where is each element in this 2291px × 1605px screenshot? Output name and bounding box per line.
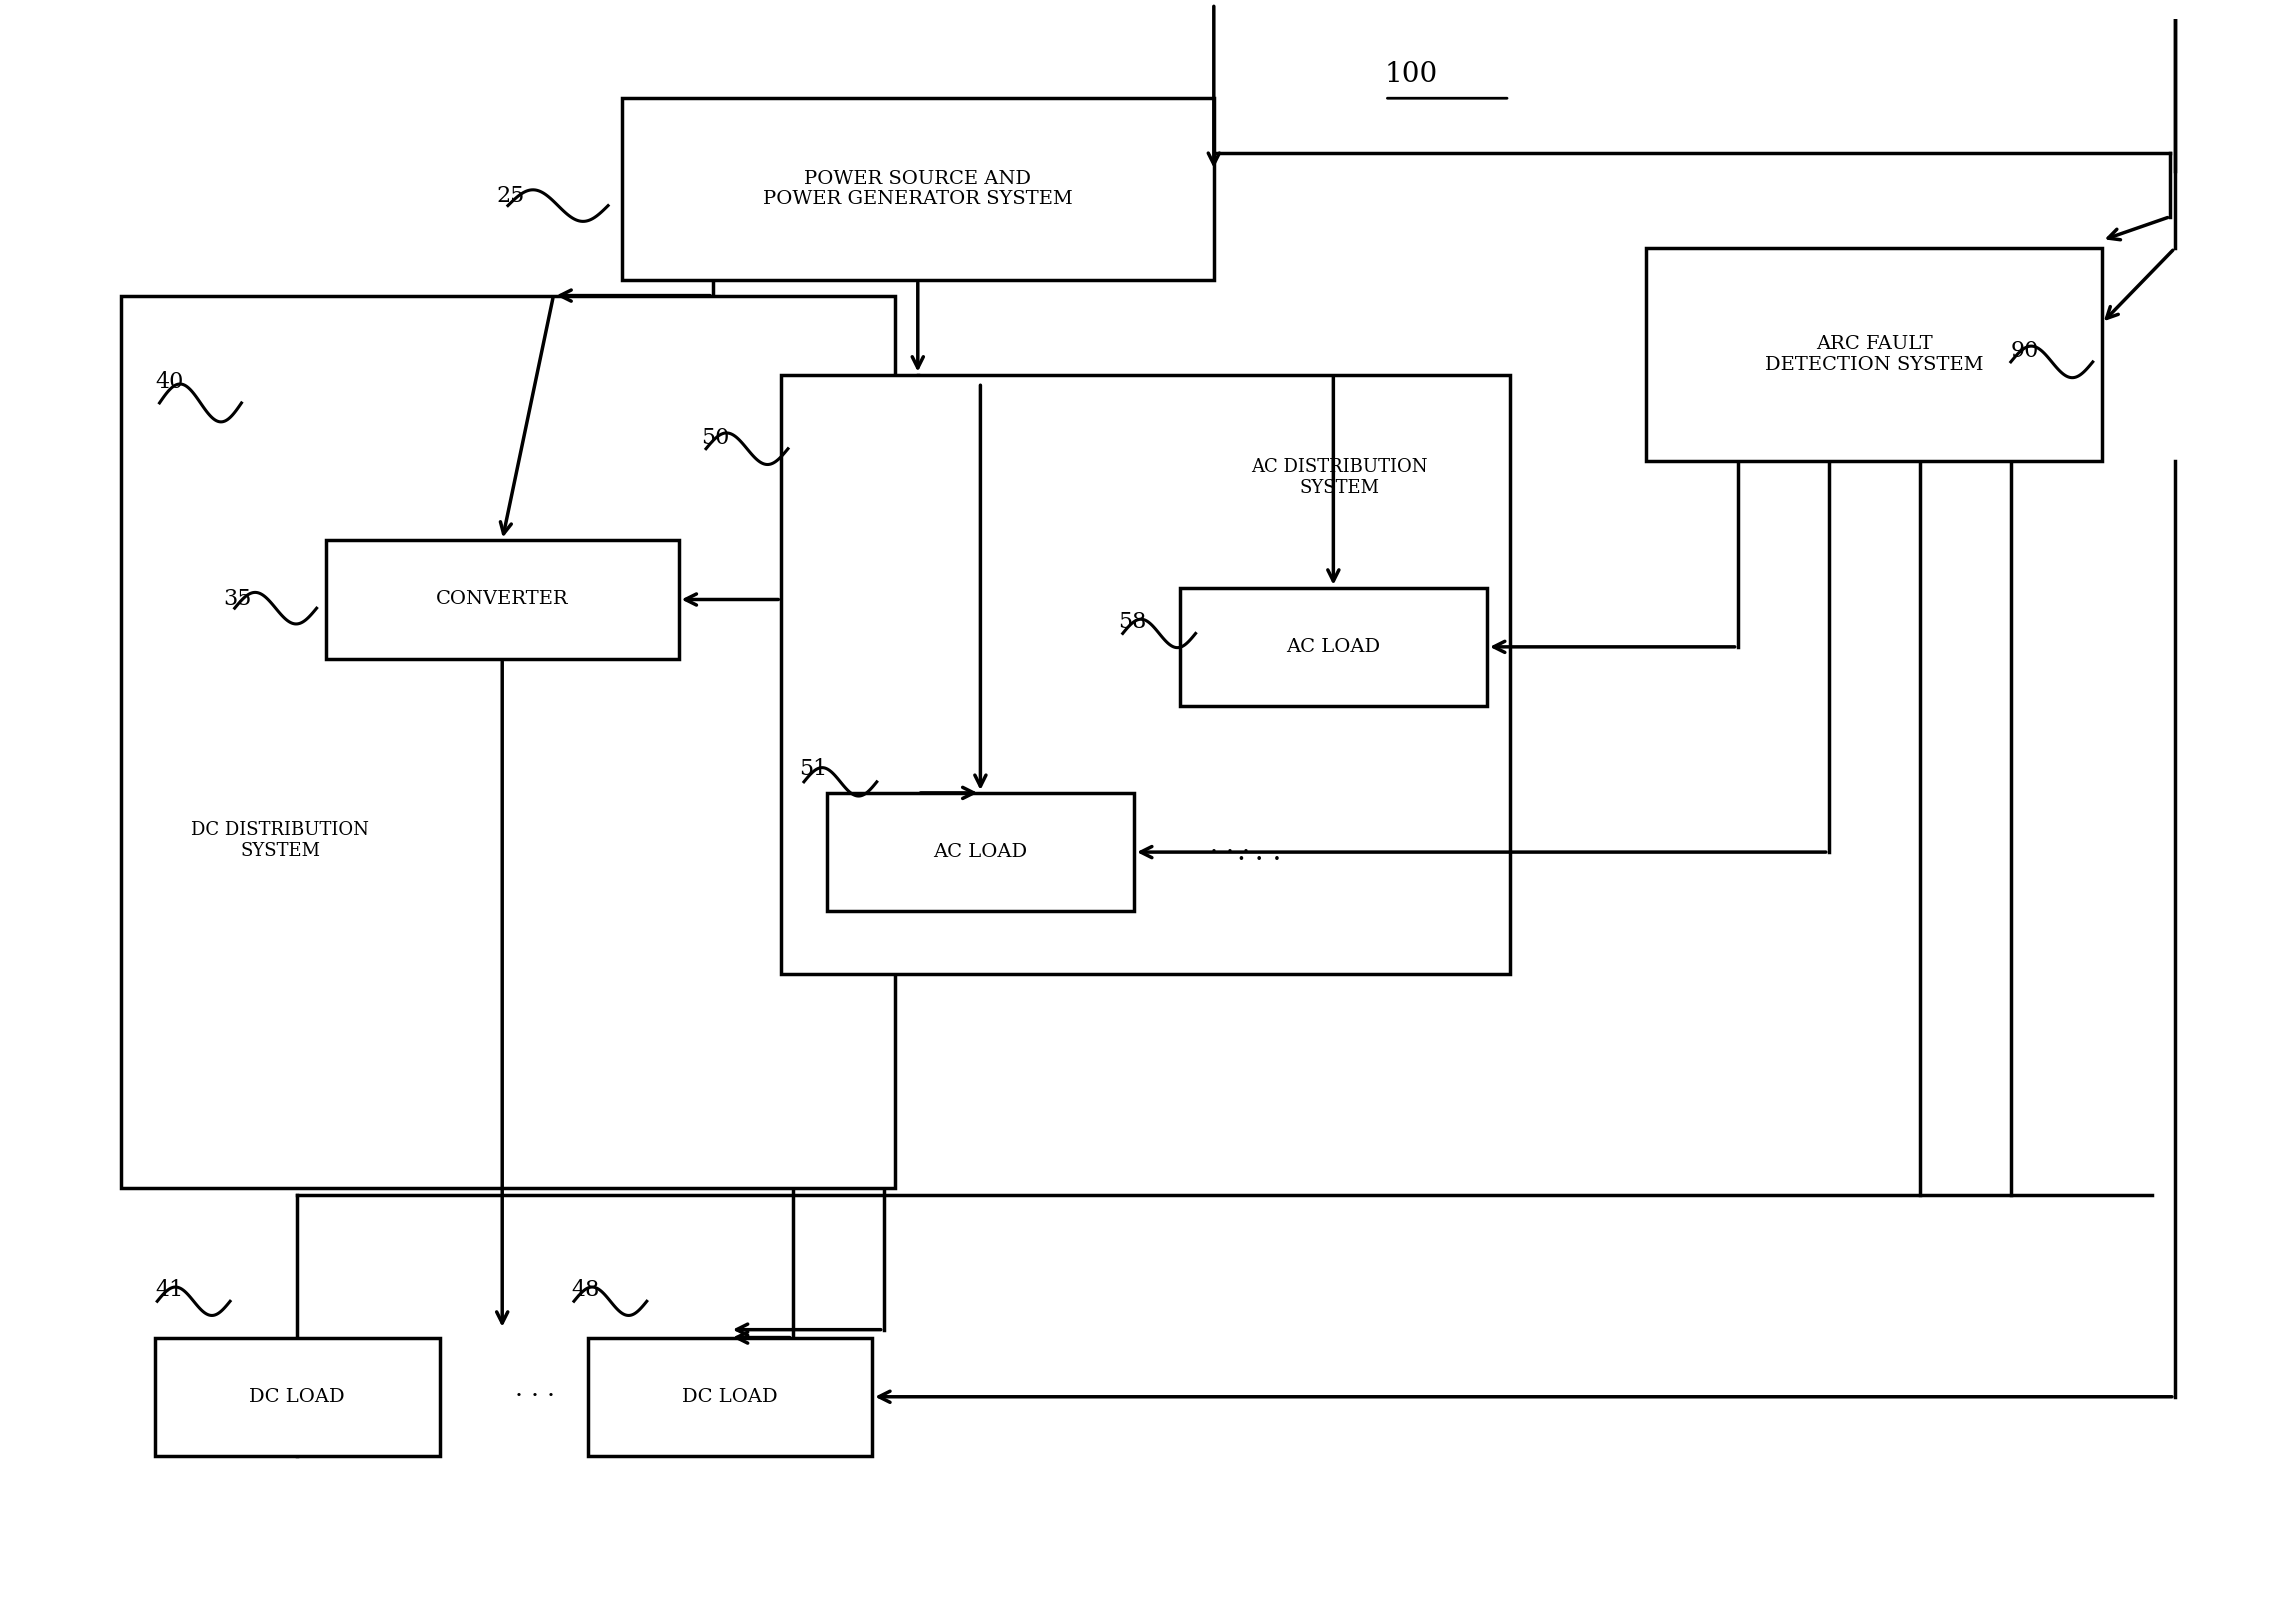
- Text: 50: 50: [701, 427, 731, 449]
- Bar: [1180, 587, 1487, 706]
- Text: POWER SOURCE AND
POWER GENERATOR SYSTEM: POWER SOURCE AND POWER GENERATOR SYSTEM: [763, 170, 1072, 209]
- Text: AC DISTRIBUTION
SYSTEM: AC DISTRIBUTION SYSTEM: [1251, 457, 1427, 496]
- Bar: [121, 295, 896, 1188]
- Bar: [621, 98, 1214, 279]
- Text: DC LOAD: DC LOAD: [250, 1388, 346, 1406]
- Text: 35: 35: [222, 587, 252, 610]
- Text: CONVERTER: CONVERTER: [435, 591, 568, 608]
- Text: · · ·: · · ·: [1210, 841, 1251, 863]
- Text: DC DISTRIBUTION
SYSTEM: DC DISTRIBUTION SYSTEM: [190, 820, 369, 860]
- Bar: [827, 793, 1134, 912]
- Text: 48: 48: [573, 1279, 600, 1302]
- Bar: [156, 1337, 440, 1456]
- Text: 25: 25: [497, 185, 525, 207]
- Text: 90: 90: [2011, 340, 2039, 361]
- Text: ARC FAULT
DETECTION SYSTEM: ARC FAULT DETECTION SYSTEM: [1764, 335, 1984, 374]
- Text: AC LOAD: AC LOAD: [1285, 637, 1381, 656]
- Text: 41: 41: [156, 1279, 183, 1302]
- Bar: [325, 541, 678, 658]
- Text: 40: 40: [156, 371, 183, 393]
- Bar: [781, 374, 1510, 974]
- Text: · · ·: · · ·: [515, 1385, 554, 1408]
- Text: . . .: . . .: [1237, 838, 1281, 865]
- Bar: [1647, 249, 2101, 461]
- Text: 58: 58: [1118, 612, 1146, 634]
- Text: 100: 100: [1384, 61, 1439, 88]
- Bar: [586, 1337, 873, 1456]
- Text: 51: 51: [800, 758, 827, 780]
- Text: AC LOAD: AC LOAD: [932, 843, 1026, 862]
- Text: DC LOAD: DC LOAD: [683, 1388, 777, 1406]
